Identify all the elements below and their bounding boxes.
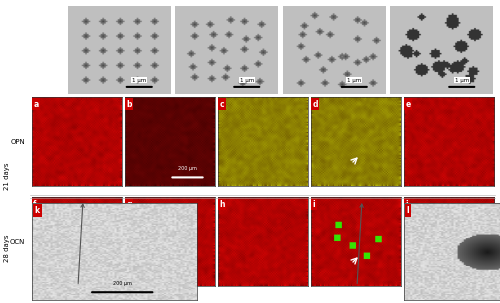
Text: k: k xyxy=(35,206,40,215)
Text: e: e xyxy=(406,100,410,109)
Text: j: j xyxy=(406,200,408,209)
Text: 21 days: 21 days xyxy=(4,163,10,190)
Text: 200 μm: 200 μm xyxy=(113,281,132,286)
Text: OCN: OCN xyxy=(10,239,25,245)
Text: f: f xyxy=(34,200,36,209)
Text: l: l xyxy=(407,206,410,215)
Text: c: c xyxy=(220,100,224,109)
Text: a: a xyxy=(34,100,38,109)
Text: b: b xyxy=(126,100,132,109)
Text: d: d xyxy=(312,100,318,109)
Text: 1 μm: 1 μm xyxy=(132,78,146,82)
Text: 28 days: 28 days xyxy=(4,235,10,262)
Text: 1 μm: 1 μm xyxy=(347,78,362,82)
Text: h: h xyxy=(220,200,225,209)
Text: 1 μm: 1 μm xyxy=(454,78,469,82)
Text: OPN: OPN xyxy=(10,139,25,145)
Text: 200 μm: 200 μm xyxy=(178,166,197,171)
Text: 1 μm: 1 μm xyxy=(240,78,254,82)
Text: g: g xyxy=(126,200,132,209)
Text: i: i xyxy=(312,200,315,209)
